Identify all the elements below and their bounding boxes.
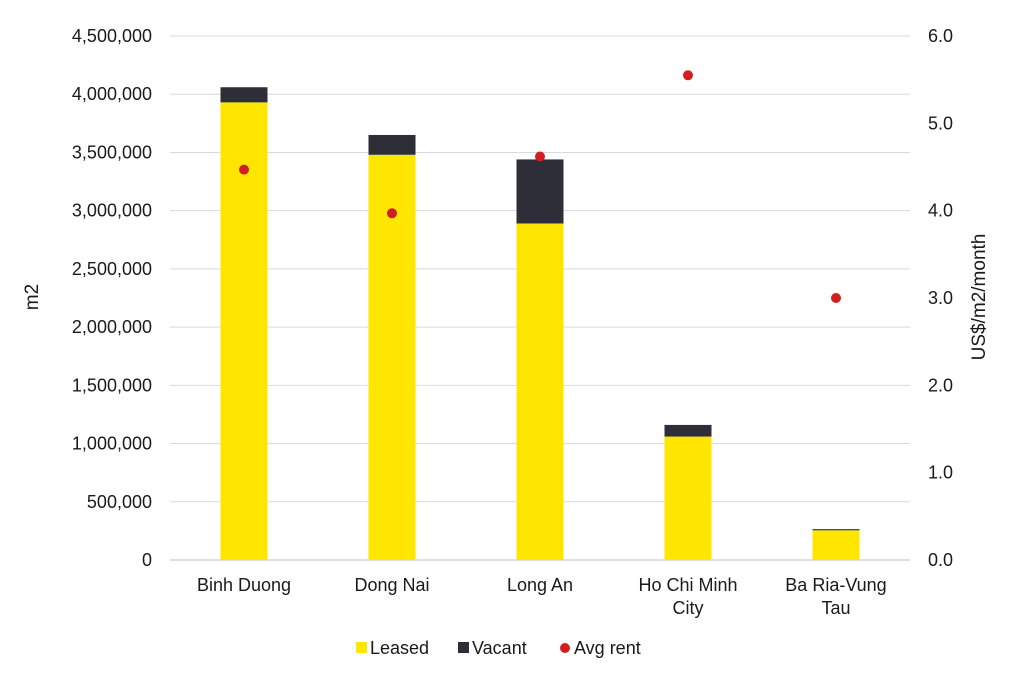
bar-vacant [664,424,712,437]
bar-series [220,87,860,561]
bar-leased [516,223,564,560]
left-axis-tick-label: 4,000,000 [72,84,152,104]
left-axis-title: m2 [22,284,43,310]
bar-vacant [812,529,860,531]
left-axis-tick-label: 2,000,000 [72,317,152,337]
right-axis-ticks: 0.0 1.0 2.0 3.0 4.0 5.0 6.0 [928,26,953,570]
right-axis-tick-label: 6.0 [928,26,953,46]
left-axis-tick-label: 1,000,000 [72,434,152,454]
avg-rent-point [683,70,693,81]
bar-vacant [220,87,268,103]
left-axis-tick-label: 3,000,000 [72,201,152,221]
category-label: Binh Duong [197,575,291,595]
right-axis-tick-label: 5.0 [928,113,953,133]
legend-swatch-vacant [458,642,469,653]
legend-swatch-avg-rent [560,643,570,653]
right-axis-title: US$/m2/month [969,234,990,361]
bar-leased [812,530,860,560]
right-axis-tick-label: 4.0 [928,201,953,221]
category-label: Ba Ria-Vung [785,575,886,595]
left-axis-tick-label: 3,500,000 [72,142,152,162]
avg-rent-point [535,151,545,162]
legend-label-leased: Leased [370,638,429,658]
legend-swatch-leased [356,642,367,653]
category-label: Dong Nai [354,575,429,595]
legend-label-vacant: Vacant [472,638,527,658]
bar-vacant [516,159,564,224]
bar-leased [220,102,268,560]
category-label: Ho Chi Minh [638,575,737,595]
legend: Leased Vacant Avg rent [356,638,641,658]
category-label: Long An [507,575,573,595]
right-axis-tick-label: 1.0 [928,463,953,483]
category-label: Tau [821,598,850,618]
avg-rent-series [239,70,841,303]
left-axis-tick-label: 0 [142,550,152,570]
avg-rent-point [239,164,249,175]
avg-rent-point [387,208,397,219]
right-axis-tick-label: 2.0 [928,375,953,395]
category-label: City [673,598,704,618]
right-axis-tick-label: 0.0 [928,550,953,570]
left-axis-tick-label: 1,500,000 [72,375,152,395]
bar-vacant [368,134,416,155]
avg-rent-point [831,293,841,303]
left-axis-tick-label: 2,500,000 [72,259,152,279]
left-axis-tick-label: 500,000 [87,492,152,512]
left-axis-tick-label: 4,500,000 [72,26,152,46]
legend-label-avg-rent: Avg rent [574,638,641,658]
bar-leased [664,436,712,560]
category-axis-ticks: Binh Duong Dong Nai Long An Ho Chi Minh City… [197,575,887,618]
bar-leased [368,154,416,561]
left-axis-ticks: 0 500,000 1,000,000 1,500,000 2,000,000 2,500… [72,26,152,570]
right-axis-tick-label: 3.0 [928,288,953,308]
